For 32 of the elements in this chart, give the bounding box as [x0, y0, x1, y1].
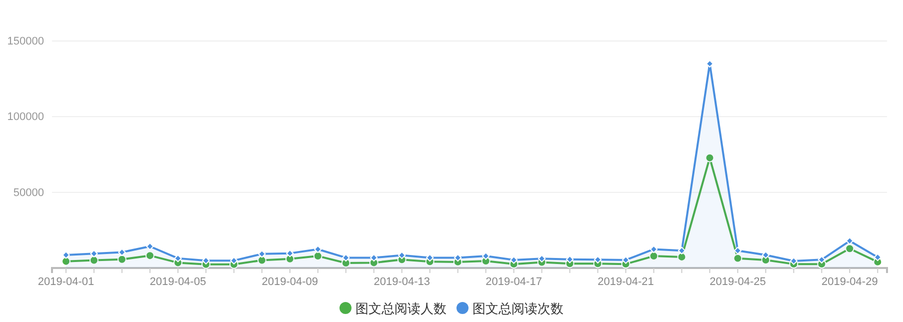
point — [678, 246, 686, 254]
point — [790, 257, 798, 265]
point — [566, 256, 574, 264]
point — [89, 256, 98, 265]
x-tick-label: 2019-04-13 — [374, 276, 430, 288]
x-tick-label: 2019-04-09 — [262, 276, 318, 288]
point — [510, 256, 518, 264]
x-tick-label: 2019-04-29 — [822, 276, 878, 288]
x-tick-label: 2019-04-17 — [486, 276, 542, 288]
point — [705, 153, 714, 162]
point — [733, 254, 742, 263]
point — [622, 256, 630, 264]
legend-label: 图文总阅读人数 — [356, 302, 446, 317]
point — [145, 251, 154, 260]
point — [482, 252, 490, 260]
point — [846, 237, 854, 245]
y-tick-label: 100000 — [7, 111, 44, 124]
point — [174, 254, 182, 262]
y-tick-label: 150000 — [7, 36, 44, 48]
x-tick-label: 2019-04-05 — [150, 276, 206, 288]
x-tick-label: 2019-04-01 — [38, 276, 94, 288]
y-tick-label: 50000 — [13, 186, 44, 199]
point — [258, 250, 266, 258]
x-tick-label: 2019-04-21 — [598, 276, 654, 288]
x-tick-label: 2019-04-25 — [710, 276, 766, 288]
point — [734, 246, 742, 254]
point — [762, 251, 770, 259]
point — [677, 252, 686, 262]
legend-label: 图文总阅读次数 — [472, 302, 564, 317]
point — [286, 250, 294, 258]
point — [845, 244, 854, 254]
point — [146, 242, 154, 250]
